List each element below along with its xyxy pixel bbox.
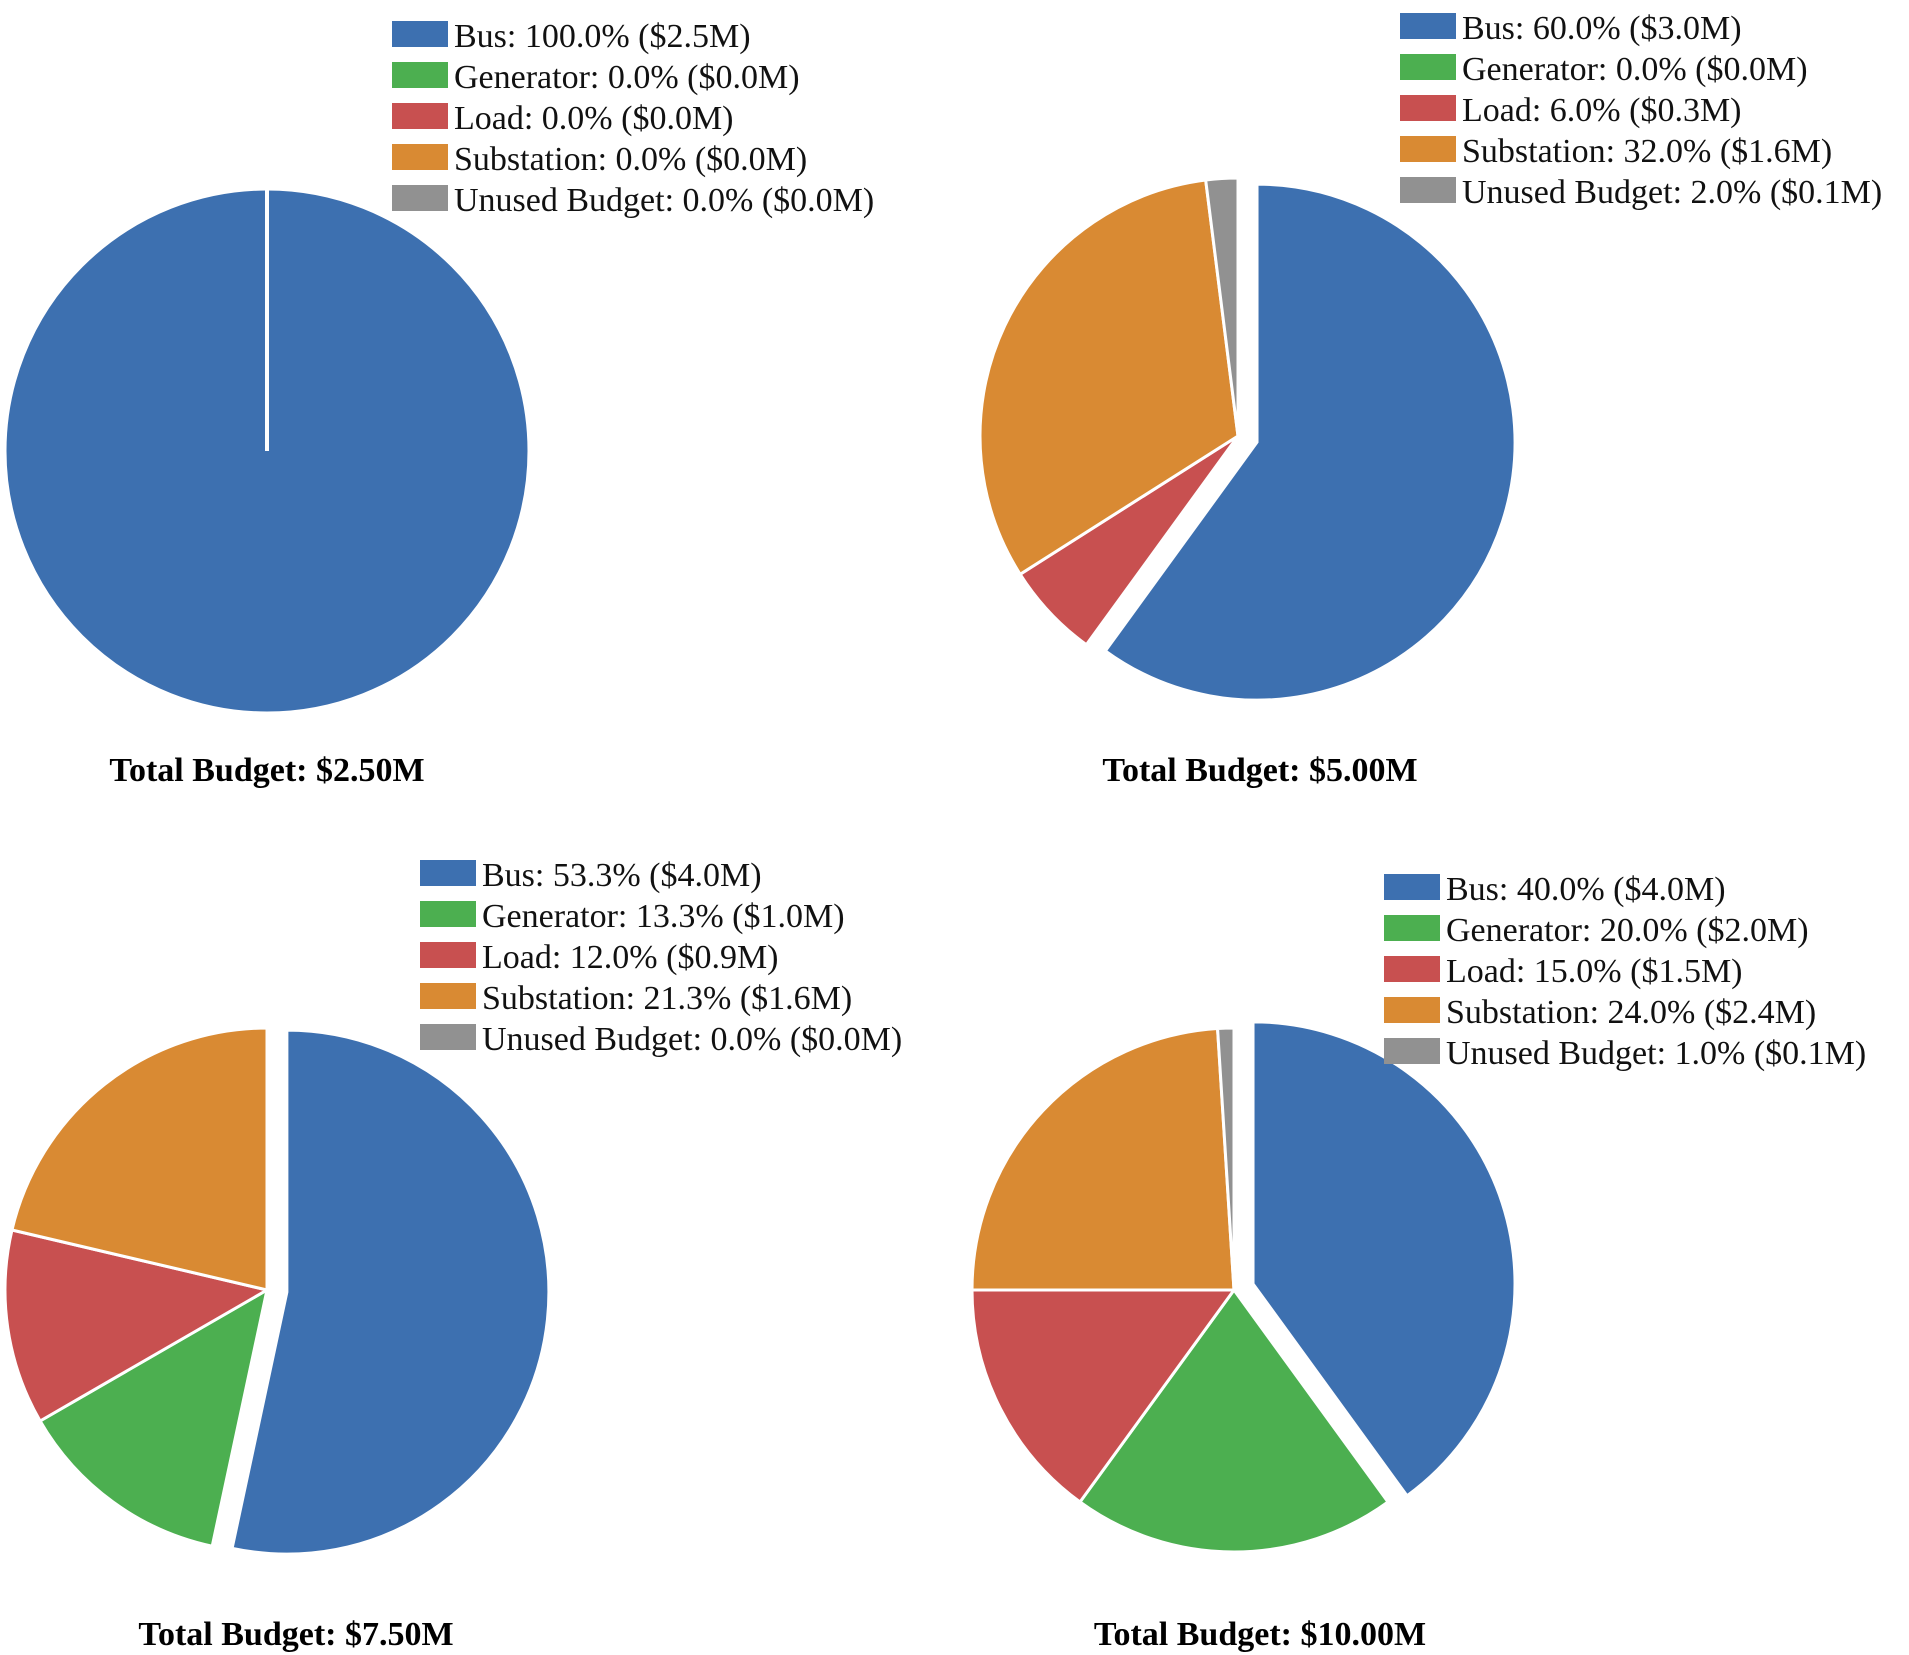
legend-swatch-substation — [420, 983, 476, 1009]
legend-label-unused-budget: Unused Budget: 0.0% ($0.0M) — [482, 1021, 902, 1058]
legend-label-load: Load: 15.0% ($1.5M) — [1446, 953, 1743, 990]
legend-swatch-unused-budget — [420, 1024, 476, 1050]
legend-label-generator: Generator: 20.0% ($2.0M) — [1446, 912, 1809, 949]
legend-1: Bus: 100.0% ($2.5M) Generator: 0.0% ($0.0… — [392, 18, 874, 219]
pie-slice-unused-budget — [1215, 1026, 1236, 1291]
pie-slice-bus — [1251, 1020, 1517, 1498]
pie-slice-generator — [38, 1287, 270, 1548]
total-budget-label: Total Budget: $5.00M — [1102, 752, 1417, 789]
pie-slice-substation — [10, 1026, 269, 1292]
legend-label-bus: Bus: 40.0% ($4.0M) — [1446, 871, 1726, 908]
pie-slice-substation — [970, 1026, 1236, 1292]
legend-swatch-load — [1384, 956, 1440, 982]
legend-label-bus: Bus: 60.0% ($3.0M) — [1462, 10, 1742, 47]
legend-swatch-unused-budget — [1384, 1038, 1440, 1064]
legend-label-load: Load: 12.0% ($0.9M) — [482, 939, 779, 976]
legend-label-bus: Bus: 100.0% ($2.5M) — [454, 18, 751, 55]
legend-label-substation: Substation: 21.3% ($1.6M) — [482, 980, 852, 1017]
pie-slice-unused-budget — [1203, 176, 1240, 437]
legend-swatch-load — [1400, 95, 1456, 121]
pie-slice-load — [970, 1288, 1237, 1505]
pie-slice-load — [3, 1228, 272, 1424]
pie-chart-3: Bus: 53.3% ($4.0M) Generator: 13.3% ($1.0… — [3, 857, 902, 1653]
legend-label-substation: Substation: 0.0% ($0.0M) — [454, 141, 807, 178]
legend-swatch-load — [420, 942, 476, 968]
legend-label-bus: Bus: 53.3% ($4.0M) — [482, 857, 762, 894]
legend-2: Bus: 60.0% ($3.0M) Generator: 0.0% ($0.0M… — [1400, 10, 1882, 211]
legend-swatch-load — [392, 103, 448, 129]
legend-swatch-bus — [420, 860, 476, 886]
legend-label-generator: Generator: 0.0% ($0.0M) — [454, 59, 800, 96]
legend-swatch-bus — [392, 21, 448, 47]
pie-chart-2: Bus: 60.0% ($3.0M) Generator: 0.0% ($0.0M… — [978, 10, 1882, 789]
legend-swatch-substation — [392, 144, 448, 170]
legend-label-unused-budget: Unused Budget: 2.0% ($0.1M) — [1462, 174, 1882, 211]
legend-swatch-generator — [420, 901, 476, 927]
legend-swatch-generator — [392, 62, 448, 88]
legend-label-generator: Generator: 0.0% ($0.0M) — [1462, 51, 1808, 88]
legend-label-load: Load: 6.0% ($0.3M) — [1462, 92, 1742, 129]
legend-swatch-generator — [1384, 915, 1440, 941]
pie-slice-bus — [230, 1028, 551, 1556]
pie-slice-generator — [1077, 1287, 1391, 1554]
total-budget-label: Total Budget: $2.50M — [109, 752, 424, 789]
legend-label-substation: Substation: 32.0% ($1.6M) — [1462, 133, 1832, 170]
pie-chart-1: Bus: 100.0% ($2.5M) Generator: 0.0% ($0.0… — [3, 18, 874, 789]
legend-label-substation: Substation: 24.0% ($2.4M) — [1446, 994, 1816, 1031]
legend-swatch-unused-budget — [1400, 177, 1456, 203]
legend-swatch-unused-budget — [392, 185, 448, 211]
pie-slice-bus — [1103, 182, 1517, 702]
legend-swatch-substation — [1400, 136, 1456, 162]
pie-slice-substation — [978, 178, 1240, 577]
legend-swatch-bus — [1400, 13, 1456, 39]
legend-label-generator: Generator: 13.3% ($1.0M) — [482, 898, 845, 935]
legend-label-unused-budget: Unused Budget: 0.0% ($0.0M) — [454, 182, 874, 219]
legend-swatch-bus — [1384, 874, 1440, 900]
legend-swatch-generator — [1400, 54, 1456, 80]
legend-3: Bus: 53.3% ($4.0M) Generator: 13.3% ($1.0… — [420, 857, 902, 1058]
total-budget-label: Total Budget: $10.00M — [1094, 1616, 1426, 1653]
legend-label-load: Load: 0.0% ($0.0M) — [454, 100, 734, 137]
legend-4: Bus: 40.0% ($4.0M) Generator: 20.0% ($2.0… — [1384, 871, 1866, 1072]
pie-chart-4: Bus: 40.0% ($4.0M) Generator: 20.0% ($2.0… — [970, 871, 1866, 1653]
total-budget-label: Total Budget: $7.50M — [138, 1616, 453, 1653]
legend-label-unused-budget: Unused Budget: 1.0% ($0.1M) — [1446, 1035, 1866, 1072]
legend-swatch-substation — [1384, 997, 1440, 1023]
